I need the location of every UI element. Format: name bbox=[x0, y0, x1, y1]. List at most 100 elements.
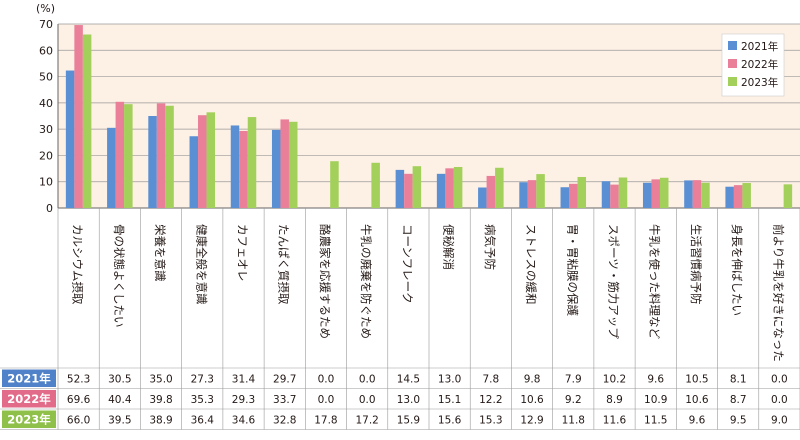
bar bbox=[247, 117, 257, 208]
legend-swatch bbox=[728, 59, 737, 68]
table-cell: 8.9 bbox=[606, 394, 623, 406]
table-cell: 15.3 bbox=[479, 415, 502, 427]
y-tick-label: 0 bbox=[46, 202, 53, 215]
bar bbox=[198, 115, 207, 208]
bar bbox=[560, 187, 570, 208]
table-cell: 38.9 bbox=[149, 415, 172, 427]
bar bbox=[107, 127, 116, 208]
bar bbox=[733, 185, 743, 208]
bar bbox=[610, 184, 619, 208]
plot-background bbox=[58, 24, 800, 208]
table-cell: 10.2 bbox=[603, 374, 626, 386]
table-cell: 8.1 bbox=[730, 374, 747, 386]
bar bbox=[577, 176, 587, 208]
bar bbox=[478, 187, 487, 208]
category-label: 胃・胃粘膜の保護 bbox=[565, 224, 579, 316]
table-cell: 33.7 bbox=[273, 394, 296, 406]
bar bbox=[495, 167, 504, 208]
table-cell: 17.8 bbox=[314, 415, 337, 427]
bar bbox=[445, 168, 454, 208]
y-tick-label: 10 bbox=[39, 176, 53, 189]
table-cell: 0.0 bbox=[771, 394, 788, 406]
table-cell: 9.0 bbox=[771, 415, 788, 427]
bar bbox=[230, 125, 240, 208]
bar bbox=[288, 121, 298, 208]
bar bbox=[783, 184, 793, 208]
bar bbox=[642, 182, 652, 208]
table-cell: 36.4 bbox=[191, 415, 215, 427]
category-label: 身長を伸ばしたい bbox=[730, 224, 744, 316]
table-cell: 0.0 bbox=[318, 394, 335, 406]
bars bbox=[65, 25, 793, 209]
category-label: 便秘解消 bbox=[442, 224, 456, 270]
bar bbox=[601, 181, 611, 208]
table-cell: 9.5 bbox=[730, 415, 747, 427]
legend-swatch bbox=[728, 41, 737, 50]
table-cell: 34.6 bbox=[232, 415, 256, 427]
table-cell: 11.6 bbox=[603, 415, 627, 427]
bar bbox=[742, 183, 751, 208]
y-tick-label: 50 bbox=[39, 71, 53, 84]
legend-label: 2021年 bbox=[741, 40, 778, 53]
bar bbox=[65, 70, 75, 208]
table-cell: 66.0 bbox=[67, 415, 90, 427]
bar bbox=[569, 183, 578, 208]
plot-area: 0 10 20 30 40 50 60 70 (%) bbox=[36, 2, 800, 215]
category-label: ストレスの緩和 bbox=[524, 224, 538, 305]
table-cell: 12.2 bbox=[479, 394, 502, 406]
table-cell: 9.6 bbox=[689, 415, 706, 427]
table-cell: 9.6 bbox=[647, 374, 664, 386]
table-cell: 0.0 bbox=[359, 394, 376, 406]
bar bbox=[189, 136, 199, 208]
table-cell: 10.6 bbox=[685, 394, 709, 406]
category-label: カフェオレ bbox=[236, 224, 250, 282]
table-cell: 30.5 bbox=[108, 374, 131, 386]
bar bbox=[165, 105, 174, 208]
table-cell: 39.5 bbox=[108, 415, 131, 427]
table-cell: 35.3 bbox=[191, 394, 214, 406]
bar bbox=[404, 173, 413, 208]
y-tick-label: 40 bbox=[39, 97, 53, 110]
table-cell: 39.8 bbox=[149, 394, 172, 406]
table-cell: 17.2 bbox=[355, 415, 378, 427]
bar bbox=[115, 101, 125, 208]
bar bbox=[280, 119, 289, 208]
legend-swatch bbox=[728, 77, 737, 86]
row-label-bg bbox=[2, 410, 56, 428]
bar bbox=[412, 166, 422, 208]
table-cell: 9.8 bbox=[524, 374, 541, 386]
table-cell: 35.0 bbox=[149, 374, 172, 386]
y-tick-label: 60 bbox=[39, 44, 53, 57]
table-cell: 13.0 bbox=[397, 394, 420, 406]
y-tick-label: 20 bbox=[39, 149, 53, 162]
bar bbox=[527, 180, 537, 208]
table-cell: 10.9 bbox=[644, 394, 667, 406]
legend-label: 2022年 bbox=[741, 58, 778, 71]
bar bbox=[239, 130, 248, 208]
y-tick-label: 70 bbox=[39, 18, 53, 31]
category-label: 健康全般を意識 bbox=[194, 224, 208, 305]
bar bbox=[371, 162, 380, 208]
table-cell: 10.6 bbox=[520, 394, 544, 406]
table-cell: 31.4 bbox=[232, 374, 256, 386]
row-label: 2021年 bbox=[7, 372, 51, 386]
row-label: 2022年 bbox=[7, 392, 51, 406]
table-cell: 11.5 bbox=[644, 415, 667, 427]
category-label: カルシウム摂取 bbox=[71, 224, 85, 305]
y-unit-label: (%) bbox=[36, 2, 55, 15]
bar bbox=[436, 173, 446, 208]
table-cell: 29.7 bbox=[273, 374, 296, 386]
table-cell: 11.8 bbox=[562, 415, 585, 427]
category-label: 牛乳の廃棄を防ぐため bbox=[359, 224, 373, 339]
table-cell: 15.9 bbox=[397, 415, 420, 427]
table-cell: 12.9 bbox=[520, 415, 543, 427]
bar bbox=[692, 180, 702, 208]
legend-label: 2023年 bbox=[741, 76, 778, 89]
bar bbox=[148, 116, 157, 208]
bar bbox=[82, 34, 92, 209]
row-label: 2023年 bbox=[7, 413, 51, 427]
table-cell: 40.4 bbox=[108, 394, 132, 406]
table-cell: 0.0 bbox=[318, 374, 335, 386]
category-labels: カルシウム摂取 骨の状態よくしたい 栄養を意識 健康全般を意識 カフェオレ たんぱく質摂取… bbox=[57, 208, 800, 430]
